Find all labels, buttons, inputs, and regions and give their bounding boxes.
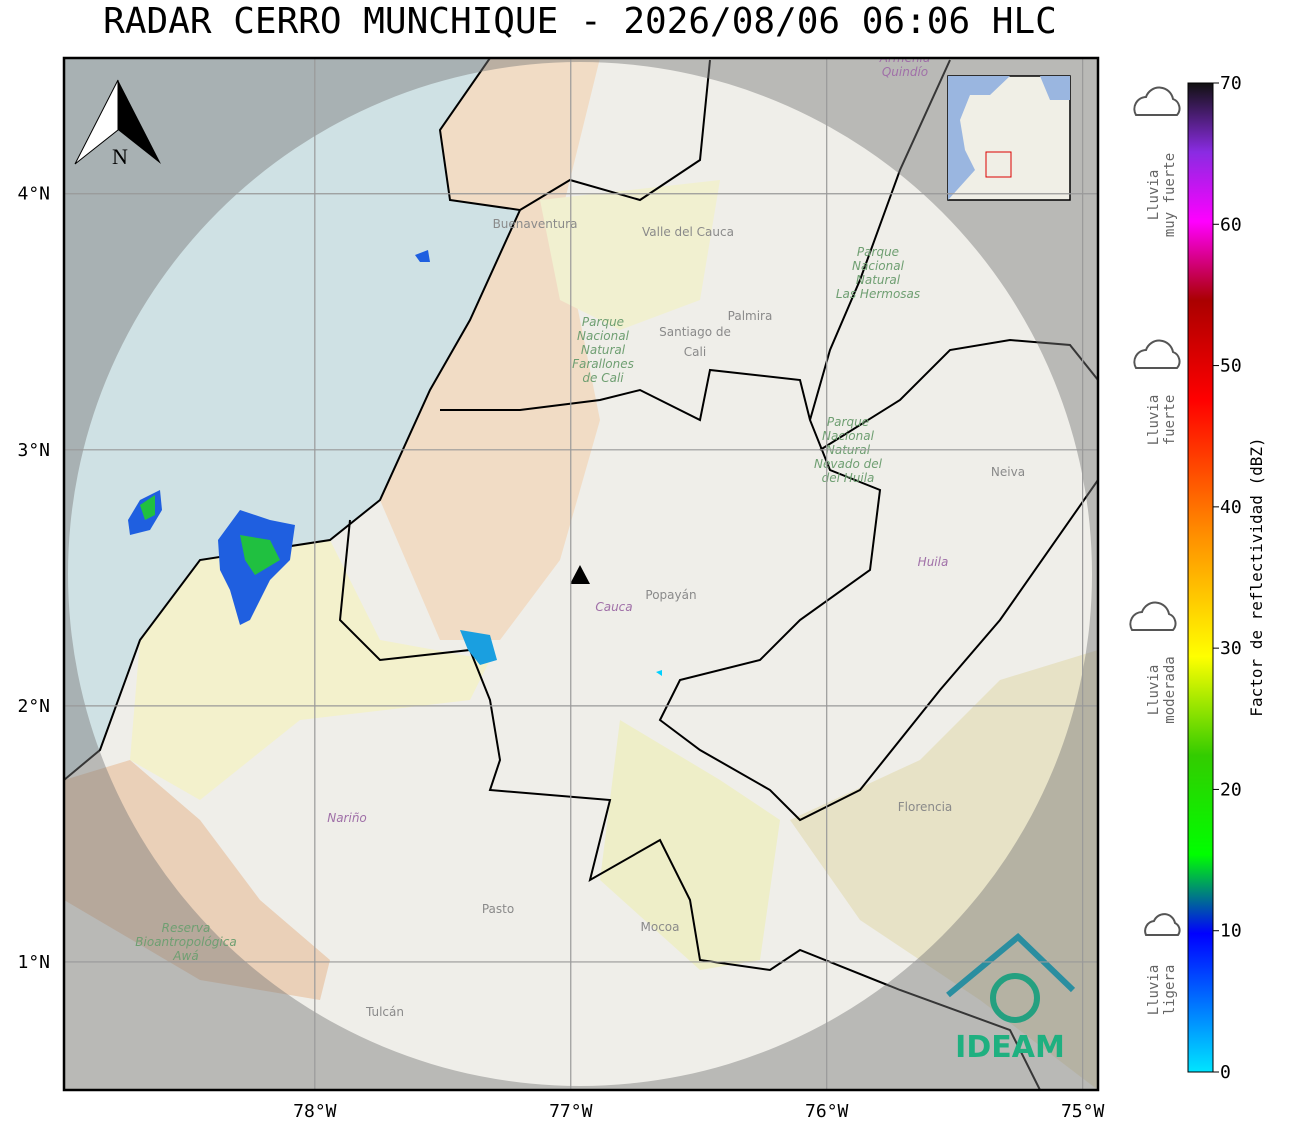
place-label: Tulcán xyxy=(365,1005,404,1019)
colorbar-tick-label: 0 xyxy=(1220,1062,1231,1083)
axes: 78°W 77°W 76°W 75°W 1°N 2°N 3°N 4°N xyxy=(17,184,1104,1122)
place-label: Pasto xyxy=(482,902,514,916)
inset-map xyxy=(947,75,1071,201)
map-frame xyxy=(62,56,1100,1092)
place-label: Quindío xyxy=(882,65,928,79)
logo-text: IDEAM xyxy=(955,1030,1065,1065)
colorbar-tick-label: 60 xyxy=(1220,214,1242,235)
place-label: de Cali xyxy=(582,371,624,385)
place-label: Awá xyxy=(172,949,198,963)
lon-tick-label: 77°W xyxy=(549,1101,593,1122)
lat-tick-label: 2°N xyxy=(17,696,50,717)
colorbar-tick-label: 30 xyxy=(1220,638,1242,659)
lat-tick-label: 4°N xyxy=(17,184,50,205)
colorbar xyxy=(1187,82,1214,1073)
colorbar-tick-label: 20 xyxy=(1220,779,1242,800)
colorbar-ticks: 0 10 20 30 40 50 60 70 xyxy=(1213,73,1242,1083)
place-label: Las Hermosas xyxy=(836,287,920,301)
place-label: Farallones xyxy=(572,357,634,371)
place-label: Santiago de xyxy=(659,325,731,339)
place-label: Florencia xyxy=(898,800,953,814)
place-label: Nacional xyxy=(577,329,630,343)
radar-site xyxy=(570,565,590,584)
grid xyxy=(64,58,1098,1090)
rain-category-label: Lluvia xyxy=(1146,170,1162,221)
place-label: Bioantropológica xyxy=(135,935,236,949)
place-label: Nacional xyxy=(822,429,875,443)
rain-category-label: muy fuerte xyxy=(1162,153,1178,237)
ideam-logo: IDEAM xyxy=(946,932,1076,1065)
place-label: Reserva xyxy=(162,921,211,935)
place-label: Parque xyxy=(827,415,869,429)
place-labels: Buenaventura Valle del Cauca Palmira Santia… xyxy=(135,51,1025,1019)
lon-tick-label: 75°W xyxy=(1061,1101,1105,1122)
lon-tick-label: 78°W xyxy=(293,1101,337,1122)
rain-category-label: moderada xyxy=(1162,656,1178,723)
colorbar-tick-label: 40 xyxy=(1220,497,1242,518)
lon-tick-label: 76°W xyxy=(805,1101,849,1122)
map: N IDEAM Buenaventura Valle del Cauca Palmi… xyxy=(64,51,1098,1090)
title: RADAR CERRO MUNCHIQUE - 2026/08/06 06:06… xyxy=(103,1,1057,42)
north-label: N xyxy=(112,144,128,169)
lat-tick-label: 3°N xyxy=(17,440,50,461)
rain-icons xyxy=(1129,86,1181,936)
north-arrow: N xyxy=(74,79,161,169)
colorbar-tick-label: 70 xyxy=(1220,73,1242,94)
rain-category-label: Lluvia xyxy=(1146,395,1162,446)
place-label: Palmira xyxy=(728,309,773,323)
colorbar-tick-label: 50 xyxy=(1220,356,1242,377)
place-label: Parque xyxy=(857,245,899,259)
colorbar-label: Factor de reflectividad (dBZ) xyxy=(1247,437,1266,716)
place-label: Buenaventura xyxy=(493,217,578,231)
place-label: Cali xyxy=(684,345,706,359)
colorbar-tick-label: 10 xyxy=(1220,921,1242,942)
place-label: Huila xyxy=(918,555,949,569)
place-label: Valle del Cauca xyxy=(642,225,734,239)
lat-tick-label: 1°N xyxy=(17,952,50,973)
place-label: Armenia xyxy=(879,51,931,65)
rain-category-label: Lluvia xyxy=(1146,965,1162,1016)
place-label: Nacional xyxy=(852,259,905,273)
radar-echoes xyxy=(128,250,662,676)
rain-category-label: fuerte xyxy=(1162,395,1178,446)
place-label: Mocoa xyxy=(641,920,680,934)
place-label: Nevado del xyxy=(814,457,883,471)
place-label: Parque xyxy=(582,315,624,329)
place-label: Cauca xyxy=(595,600,632,614)
place-label: Popayán xyxy=(645,588,696,602)
rain-category-label: ligera xyxy=(1162,965,1178,1016)
place-label: Natural xyxy=(856,273,901,287)
rain-category-label: Lluvia xyxy=(1146,665,1162,716)
place-label: Neiva xyxy=(991,465,1025,479)
place-label: del Huila xyxy=(822,471,875,485)
place-label: Nariño xyxy=(327,811,367,825)
place-label: Natural xyxy=(581,343,626,357)
